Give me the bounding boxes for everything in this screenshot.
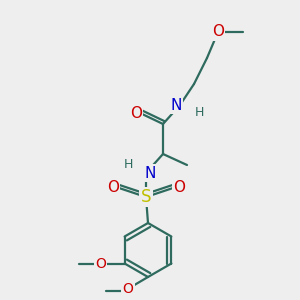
Text: N: N <box>144 166 156 181</box>
Text: O: O <box>95 256 106 271</box>
Text: O: O <box>123 282 134 296</box>
Text: N: N <box>170 98 182 112</box>
Text: S: S <box>141 188 151 206</box>
Text: O: O <box>212 25 224 40</box>
Text: O: O <box>107 181 119 196</box>
Text: O: O <box>130 106 142 121</box>
Text: H: H <box>123 158 133 172</box>
Text: O: O <box>173 181 185 196</box>
Text: H: H <box>194 106 204 118</box>
